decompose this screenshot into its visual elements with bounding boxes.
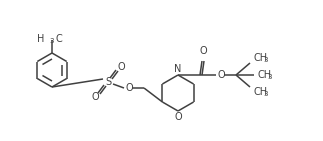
Text: O: O <box>125 83 133 93</box>
Text: H: H <box>36 34 44 44</box>
Text: 3: 3 <box>49 38 54 44</box>
Text: 3: 3 <box>263 57 267 63</box>
Text: O: O <box>217 70 225 80</box>
Text: 3: 3 <box>263 91 267 97</box>
Text: CH: CH <box>254 53 268 63</box>
Text: O: O <box>174 112 182 122</box>
Text: N: N <box>174 64 182 74</box>
Text: C: C <box>55 34 62 44</box>
Text: CH: CH <box>254 87 268 97</box>
Text: 3: 3 <box>267 74 272 80</box>
Text: S: S <box>105 77 111 87</box>
Text: O: O <box>199 46 207 56</box>
Text: CH: CH <box>258 70 272 80</box>
Text: O: O <box>117 62 125 72</box>
Text: O: O <box>91 92 99 102</box>
